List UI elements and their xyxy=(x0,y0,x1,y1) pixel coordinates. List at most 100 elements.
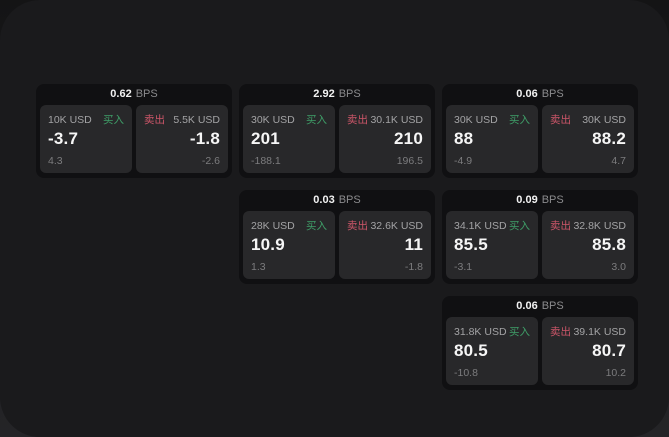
sell-side-label: 卖出 xyxy=(347,220,368,232)
buy-sell-panels: 28K USD 买入 10.9 1.3 卖出 32.6K USD 11 -1.8 xyxy=(243,211,431,279)
bps-value: 0.06 xyxy=(516,300,538,312)
sell-amount: 32.8K USD xyxy=(573,220,626,232)
buy-amount: 31.8K USD xyxy=(454,326,507,338)
sell-panel[interactable]: 卖出 39.1K USD 80.7 10.2 xyxy=(542,317,634,385)
quote-card: 0.06 BPS 30K USD 买入 88 -4.9 卖出 30K USD xyxy=(442,84,638,178)
sell-side-label: 卖出 xyxy=(144,114,165,126)
buy-panel[interactable]: 34.1K USD 买入 85.5 -3.1 xyxy=(446,211,538,279)
sell-change: 3.0 xyxy=(611,261,626,273)
sell-change: 4.7 xyxy=(611,155,626,167)
buy-change: -3.1 xyxy=(454,261,473,273)
sell-amount: 32.6K USD xyxy=(370,220,423,232)
sell-panel-top: 卖出 39.1K USD xyxy=(550,324,626,339)
sell-amount: 39.1K USD xyxy=(573,326,626,338)
buy-amount: 10K USD xyxy=(48,114,92,126)
bps-unit-label: BPS xyxy=(541,300,564,312)
sell-panel[interactable]: 卖出 32.8K USD 85.8 3.0 xyxy=(542,211,634,279)
sell-side-label: 卖出 xyxy=(347,114,368,126)
bps-value: 0.03 xyxy=(313,194,335,206)
buy-side-label: 买入 xyxy=(306,114,327,126)
bps-unit-label: BPS xyxy=(338,194,361,206)
buy-side-label: 买入 xyxy=(306,220,327,232)
sell-panel-top: 卖出 30.1K USD xyxy=(347,112,423,127)
sell-price: 85.8 xyxy=(592,235,626,254)
buy-price: -3.7 xyxy=(48,129,79,148)
buy-price: 88 xyxy=(454,129,474,148)
sell-price: 80.7 xyxy=(592,341,626,360)
buy-panel-top: 30K USD 买入 xyxy=(454,112,530,127)
buy-side-label: 买入 xyxy=(509,326,530,338)
buy-panel-top: 30K USD 买入 xyxy=(251,112,327,127)
sell-change: 196.5 xyxy=(396,155,423,167)
card-header: 0.62 BPS xyxy=(40,84,228,105)
sell-side-label: 卖出 xyxy=(550,220,571,232)
sell-panel-top: 卖出 32.8K USD xyxy=(550,218,626,233)
card-header: 0.06 BPS xyxy=(446,296,634,317)
buy-panel[interactable]: 30K USD 买入 201 -188.1 xyxy=(243,105,335,173)
buy-price: 201 xyxy=(251,129,280,148)
buy-panel-top: 31.8K USD 买入 xyxy=(454,324,530,339)
buy-side-label: 买入 xyxy=(509,114,530,126)
sell-price: 11 xyxy=(404,235,423,254)
sell-side-label: 卖出 xyxy=(550,326,571,338)
bps-value: 0.06 xyxy=(516,88,538,100)
buy-amount: 30K USD xyxy=(454,114,498,126)
buy-sell-panels: 31.8K USD 买入 80.5 -10.8 卖出 39.1K USD 80.… xyxy=(446,317,634,385)
buy-amount: 34.1K USD xyxy=(454,220,507,232)
buy-amount: 28K USD xyxy=(251,220,295,232)
quote-card: 0.06 BPS 31.8K USD 买入 80.5 -10.8 卖出 39.1… xyxy=(442,296,638,390)
buy-price: 80.5 xyxy=(454,341,488,360)
sell-panel-top: 卖出 5.5K USD xyxy=(144,112,220,127)
buy-price: 10.9 xyxy=(251,235,285,254)
sell-price: 210 xyxy=(394,129,423,148)
sell-price: 88.2 xyxy=(592,129,626,148)
card-header: 0.09 BPS xyxy=(446,190,634,211)
buy-panel-top: 28K USD 买入 xyxy=(251,218,327,233)
buy-sell-panels: 10K USD 买入 -3.7 4.3 卖出 5.5K USD -1.8 -2.… xyxy=(40,105,228,173)
bps-value: 2.92 xyxy=(313,88,335,100)
sell-side-label: 卖出 xyxy=(550,114,571,126)
bps-unit-label: BPS xyxy=(135,88,158,100)
quote-card: 0.09 BPS 34.1K USD 买入 85.5 -3.1 卖出 32.8K… xyxy=(442,190,638,284)
buy-sell-panels: 34.1K USD 买入 85.5 -3.1 卖出 32.8K USD 85.8… xyxy=(446,211,634,279)
buy-panel[interactable]: 30K USD 买入 88 -4.9 xyxy=(446,105,538,173)
buy-change: -188.1 xyxy=(251,155,281,167)
buy-sell-panels: 30K USD 买入 88 -4.9 卖出 30K USD 88.2 4.7 xyxy=(446,105,634,173)
bps-unit-label: BPS xyxy=(541,88,564,100)
buy-panel[interactable]: 28K USD 买入 10.9 1.3 xyxy=(243,211,335,279)
buy-panel[interactable]: 31.8K USD 买入 80.5 -10.8 xyxy=(446,317,538,385)
card-header: 0.06 BPS xyxy=(446,84,634,105)
card-header: 2.92 BPS xyxy=(243,84,431,105)
sell-panel-top: 卖出 32.6K USD xyxy=(347,218,423,233)
buy-price: 85.5 xyxy=(454,235,488,254)
sell-panel[interactable]: 卖出 30.1K USD 210 196.5 xyxy=(339,105,431,173)
sell-panel[interactable]: 卖出 5.5K USD -1.8 -2.6 xyxy=(136,105,228,173)
buy-side-label: 买入 xyxy=(509,220,530,232)
quote-card-grid: 0.62 BPS 10K USD 买入 -3.7 4.3 卖出 5.5K USD xyxy=(36,84,638,390)
quote-card: 0.62 BPS 10K USD 买入 -3.7 4.3 卖出 5.5K USD xyxy=(36,84,232,178)
buy-side-label: 买入 xyxy=(103,114,124,126)
sell-panel[interactable]: 卖出 32.6K USD 11 -1.8 xyxy=(339,211,431,279)
sell-panel[interactable]: 卖出 30K USD 88.2 4.7 xyxy=(542,105,634,173)
buy-change: -10.8 xyxy=(454,367,478,379)
bps-unit-label: BPS xyxy=(541,194,564,206)
sell-change: 10.2 xyxy=(605,367,626,379)
buy-sell-panels: 30K USD 买入 201 -188.1 卖出 30.1K USD 210 1… xyxy=(243,105,431,173)
buy-change: 4.3 xyxy=(48,155,63,167)
sell-amount: 5.5K USD xyxy=(173,114,220,126)
quote-card: 0.03 BPS 28K USD 买入 10.9 1.3 卖出 32.6K US… xyxy=(239,190,435,284)
sell-panel-top: 卖出 30K USD xyxy=(550,112,626,127)
card-header: 0.03 BPS xyxy=(243,190,431,211)
buy-panel-top: 10K USD 买入 xyxy=(48,112,124,127)
buy-panel[interactable]: 10K USD 买入 -3.7 4.3 xyxy=(40,105,132,173)
bps-value: 0.09 xyxy=(516,194,538,206)
bps-unit-label: BPS xyxy=(338,88,361,100)
sell-change: -2.6 xyxy=(201,155,220,167)
buy-amount: 30K USD xyxy=(251,114,295,126)
sell-price: -1.8 xyxy=(189,129,220,148)
buy-change: -4.9 xyxy=(454,155,473,167)
buy-change: 1.3 xyxy=(251,261,266,273)
buy-panel-top: 34.1K USD 买入 xyxy=(454,218,530,233)
quote-card: 2.92 BPS 30K USD 买入 201 -188.1 卖出 30.1K … xyxy=(239,84,435,178)
